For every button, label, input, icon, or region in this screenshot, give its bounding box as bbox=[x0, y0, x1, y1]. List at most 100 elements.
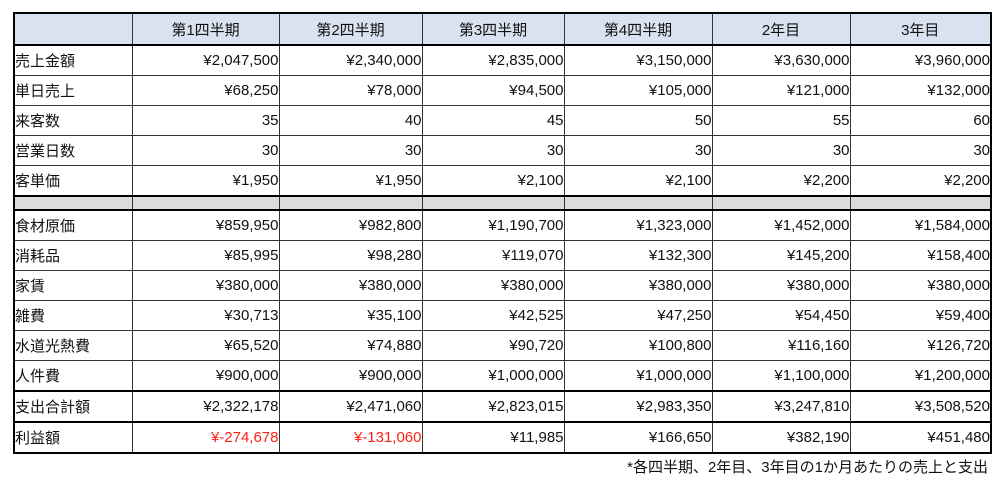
value-cell: ¥74,880 bbox=[278, 330, 423, 361]
value-cell: ¥116,160 bbox=[711, 330, 851, 361]
value-cell: ¥380,000 bbox=[563, 270, 713, 301]
separator-cell bbox=[131, 195, 280, 211]
value-cell: ¥2,471,060 bbox=[278, 390, 423, 423]
financial-table: 第1四半期 第2四半期 第3四半期 第4四半期 2年目 3年目 売上金額 ¥2,047,50… bbox=[13, 12, 992, 454]
table-row: 営業日数 30 30 30 30 30 30 bbox=[13, 135, 992, 166]
value-cell: ¥380,000 bbox=[278, 270, 423, 301]
value-cell: ¥121,000 bbox=[711, 75, 851, 106]
value-cell: ¥380,000 bbox=[711, 270, 851, 301]
table-row: 食材原価 ¥859,950 ¥982,800 ¥1,190,700 ¥1,323,000… bbox=[13, 209, 992, 241]
value-cell: ¥35,100 bbox=[278, 300, 423, 331]
value-cell: 30 bbox=[421, 135, 565, 166]
row-label: 水道光熱費 bbox=[13, 330, 133, 361]
value-cell: ¥90,720 bbox=[421, 330, 565, 361]
value-cell: 55 bbox=[711, 105, 851, 136]
value-cell: ¥380,000 bbox=[849, 270, 992, 301]
value-cell: ¥30,713 bbox=[131, 300, 280, 331]
value-cell: 30 bbox=[711, 135, 851, 166]
value-cell: ¥3,150,000 bbox=[563, 44, 713, 76]
value-cell: 60 bbox=[849, 105, 992, 136]
value-cell: ¥382,190 bbox=[711, 421, 851, 454]
value-cell: ¥2,340,000 bbox=[278, 44, 423, 76]
column-header: 第4四半期 bbox=[563, 12, 713, 46]
value-cell: 40 bbox=[278, 105, 423, 136]
value-cell: ¥3,630,000 bbox=[711, 44, 851, 76]
table-row: 利益額 ¥-274,678 ¥-131,060 ¥11,985 ¥166,650 ¥382… bbox=[13, 421, 992, 454]
value-cell: ¥900,000 bbox=[278, 360, 423, 392]
separator-row bbox=[13, 195, 992, 211]
value-cell: ¥380,000 bbox=[131, 270, 280, 301]
value-cell: ¥94,500 bbox=[421, 75, 565, 106]
table-body: 売上金額 ¥2,047,500 ¥2,340,000 ¥2,835,000 ¥3,150… bbox=[13, 44, 992, 454]
value-cell: ¥2,100 bbox=[421, 165, 565, 197]
row-label: 営業日数 bbox=[13, 135, 133, 166]
value-cell: ¥3,960,000 bbox=[849, 44, 992, 76]
table-row: 支出合計額 ¥2,322,178 ¥2,471,060 ¥2,823,015 ¥2,98… bbox=[13, 390, 992, 423]
value-cell: 35 bbox=[131, 105, 280, 136]
row-label: 家賃 bbox=[13, 270, 133, 301]
value-cell: ¥859,950 bbox=[131, 209, 280, 241]
column-header: 第1四半期 bbox=[131, 12, 280, 46]
value-cell: ¥85,995 bbox=[131, 240, 280, 271]
value-cell: ¥2,200 bbox=[849, 165, 992, 197]
column-header: 第2四半期 bbox=[278, 12, 423, 46]
header-row: 第1四半期 第2四半期 第3四半期 第4四半期 2年目 3年目 bbox=[13, 12, 992, 46]
value-cell: ¥132,300 bbox=[563, 240, 713, 271]
table-row: 単日売上 ¥68,250 ¥78,000 ¥94,500 ¥105,000 ¥121,00… bbox=[13, 75, 992, 106]
value-cell: ¥982,800 bbox=[278, 209, 423, 241]
value-cell: ¥1,950 bbox=[131, 165, 280, 197]
value-cell: ¥1,950 bbox=[278, 165, 423, 197]
table-row: 消耗品 ¥85,995 ¥98,280 ¥119,070 ¥132,300 ¥145,20… bbox=[13, 240, 992, 271]
value-cell: ¥42,525 bbox=[421, 300, 565, 331]
table-row: 客単価 ¥1,950 ¥1,950 ¥2,100 ¥2,100 ¥2,200 ¥2,200 bbox=[13, 165, 992, 197]
corner-header-cell bbox=[13, 12, 133, 46]
footnote: *各四半期、2年目、3年目の1か月あたりの売上と支出 bbox=[627, 459, 988, 476]
value-cell: 30 bbox=[563, 135, 713, 166]
row-label: 客単価 bbox=[13, 165, 133, 197]
column-header: 第3四半期 bbox=[421, 12, 565, 46]
value-cell: ¥47,250 bbox=[563, 300, 713, 331]
value-cell: ¥-131,060 bbox=[278, 421, 423, 454]
value-cell: ¥11,985 bbox=[421, 421, 565, 454]
row-label: 支出合計額 bbox=[13, 390, 133, 423]
value-cell: 45 bbox=[421, 105, 565, 136]
value-cell: ¥2,983,350 bbox=[563, 390, 713, 423]
value-cell: ¥451,480 bbox=[849, 421, 992, 454]
value-cell: ¥100,800 bbox=[563, 330, 713, 361]
separator-cell bbox=[711, 195, 851, 211]
value-cell: ¥1,190,700 bbox=[421, 209, 565, 241]
value-cell: ¥166,650 bbox=[563, 421, 713, 454]
table-row: 雑費 ¥30,713 ¥35,100 ¥42,525 ¥47,250 ¥54,450 ¥59… bbox=[13, 300, 992, 331]
row-label: 食材原価 bbox=[13, 209, 133, 241]
value-cell: ¥54,450 bbox=[711, 300, 851, 331]
value-cell: ¥119,070 bbox=[421, 240, 565, 271]
value-cell: 30 bbox=[849, 135, 992, 166]
row-label: 単日売上 bbox=[13, 75, 133, 106]
value-cell: ¥-274,678 bbox=[131, 421, 280, 454]
value-cell: ¥2,100 bbox=[563, 165, 713, 197]
separator-cell bbox=[421, 195, 565, 211]
value-cell: ¥68,250 bbox=[131, 75, 280, 106]
value-cell: ¥380,000 bbox=[421, 270, 565, 301]
value-cell: 30 bbox=[131, 135, 280, 166]
value-cell: ¥1,452,000 bbox=[711, 209, 851, 241]
row-label: 利益額 bbox=[13, 421, 133, 454]
separator-cell bbox=[13, 195, 133, 211]
value-cell: ¥2,835,000 bbox=[421, 44, 565, 76]
value-cell: ¥1,323,000 bbox=[563, 209, 713, 241]
value-cell: ¥2,047,500 bbox=[131, 44, 280, 76]
row-label: 売上金額 bbox=[13, 44, 133, 76]
value-cell: ¥105,000 bbox=[563, 75, 713, 106]
value-cell: ¥1,584,000 bbox=[849, 209, 992, 241]
value-cell: 30 bbox=[278, 135, 423, 166]
column-header: 2年目 bbox=[711, 12, 851, 46]
column-header: 3年目 bbox=[849, 12, 992, 46]
value-cell: ¥1,000,000 bbox=[563, 360, 713, 392]
table-row: 家賃 ¥380,000 ¥380,000 ¥380,000 ¥380,000 ¥380,0… bbox=[13, 270, 992, 301]
value-cell: ¥3,247,810 bbox=[711, 390, 851, 423]
value-cell: ¥65,520 bbox=[131, 330, 280, 361]
separator-cell bbox=[278, 195, 423, 211]
value-cell: ¥1,200,000 bbox=[849, 360, 992, 392]
value-cell: ¥2,823,015 bbox=[421, 390, 565, 423]
